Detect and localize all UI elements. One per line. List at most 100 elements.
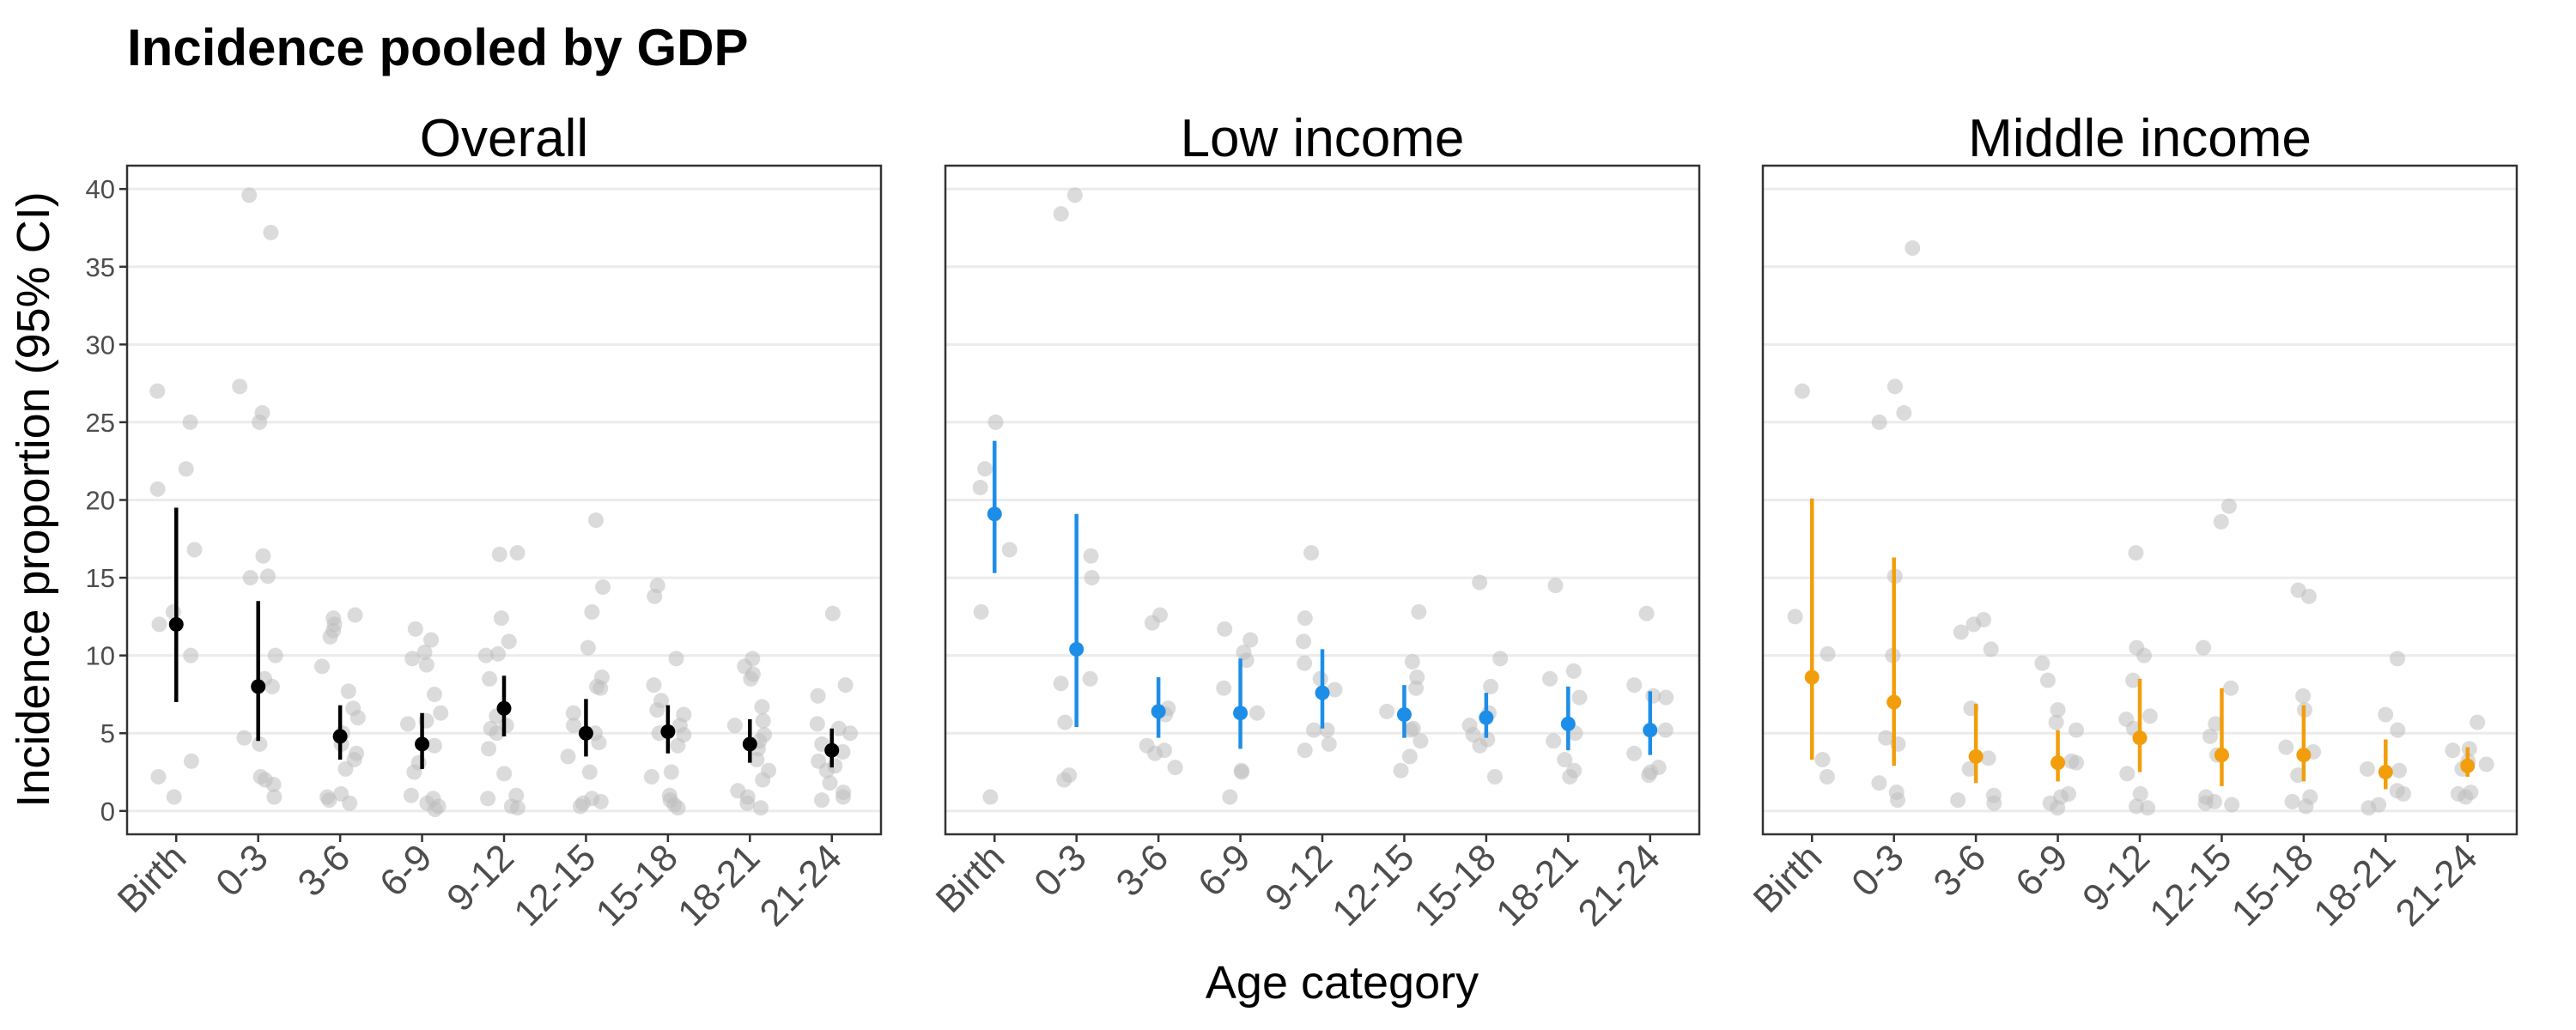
x-tick-label: 21-24 [2388,836,2486,934]
pooled-estimate [1804,670,1820,685]
study-point [1083,548,1099,564]
study-point [749,752,765,768]
study-point [2128,545,2144,561]
study-point [592,793,609,809]
study-point [267,647,283,663]
study-point [1787,609,1803,625]
study-point [150,768,167,785]
study-point [490,645,507,662]
study-point [2140,800,2156,816]
study-point [1886,379,1903,395]
study-point [2213,513,2229,530]
study-point [1217,621,1233,637]
study-point [581,764,598,780]
study-point [1053,206,1069,222]
study-point [668,651,684,667]
pooled-estimate [2132,730,2148,746]
study-point [2223,680,2239,696]
study-point [835,743,851,760]
study-point [2478,756,2494,772]
study-point [2048,714,2064,730]
y-tick-label: 10 [86,641,115,671]
study-point [2378,706,2394,723]
study-point [186,542,203,558]
study-point [2132,785,2148,802]
study-point [1547,578,1564,594]
study-point [1890,792,1906,809]
study-point [572,798,588,815]
study-point [493,610,509,627]
study-point [2142,708,2158,724]
panel-label: Low income [1181,109,1465,168]
study-point [1084,570,1100,586]
study-point [2360,800,2377,816]
x-axis-title: Age category [1206,957,1479,1009]
study-point [2125,672,2142,688]
x-tick-label: 12-15 [506,836,604,934]
x-tick-label: 6-9 [2008,836,2076,905]
study-point [1296,633,1312,650]
pooled-estimate [1886,694,1902,710]
x-tick-label: 6-9 [372,836,440,905]
study-point [347,607,363,623]
study-point [149,481,166,497]
study-point [1056,772,1072,788]
pooled-estimate [1069,641,1084,657]
study-point [1557,752,1573,768]
study-point [1871,775,1887,791]
x-tick-label: 3-6 [290,836,359,905]
study-point [810,688,826,704]
study-point [407,621,423,637]
study-point [591,735,607,751]
study-point [509,545,526,561]
study-point [1896,405,1912,421]
pooled-estimate [251,679,266,694]
pooled-estimate [660,724,676,739]
x-tick-label: 0-3 [1026,836,1095,905]
study-point [2050,800,2066,816]
study-point [2458,789,2474,805]
study-point [982,789,999,805]
x-tick-label: 18-21 [1488,836,1586,934]
y-tick-label: 35 [86,252,115,282]
study-point [314,658,331,675]
study-point [337,760,354,777]
y-axis-title: Incidence proportion (95% CI) [8,191,59,807]
y-tick-label: 15 [86,563,115,593]
study-point [2039,672,2056,688]
x-tick-label: Birth [1746,836,1831,921]
study-point [1379,703,1395,719]
study-point [566,718,582,734]
study-point [1571,689,1588,706]
study-point [1144,615,1160,631]
pooled-estimate [1151,704,1166,719]
study-point [2295,688,2312,704]
x-tick-label: 18-21 [670,836,768,934]
study-point [342,795,358,811]
study-point [2300,588,2317,604]
y-tick-label: 25 [86,408,115,438]
study-point [1658,689,1674,706]
study-point [340,683,356,700]
study-point [837,677,854,694]
study-point [482,670,498,687]
study-point [1905,240,1921,257]
study-point [663,764,679,780]
study-point [809,716,825,732]
study-point [824,605,841,621]
pooled-estimate [824,742,840,758]
chart-title: Incidence pooled by GDP [127,19,748,76]
x-tick-label: 3-6 [1109,836,1177,905]
x-tick-label: 15-18 [2224,836,2322,934]
y-tick-label: 5 [100,718,115,748]
study-point [182,414,198,430]
study-point [755,712,771,729]
study-point [1542,670,1558,687]
study-point [1961,760,1978,777]
study-point [1565,663,1582,679]
study-point [1249,705,1266,721]
pooled-estimate [496,700,512,716]
study-point [649,702,665,718]
